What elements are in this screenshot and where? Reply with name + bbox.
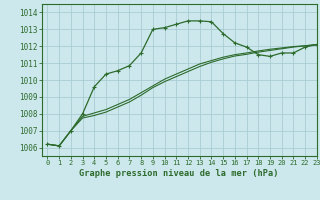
X-axis label: Graphe pression niveau de la mer (hPa): Graphe pression niveau de la mer (hPa) [79, 169, 279, 178]
